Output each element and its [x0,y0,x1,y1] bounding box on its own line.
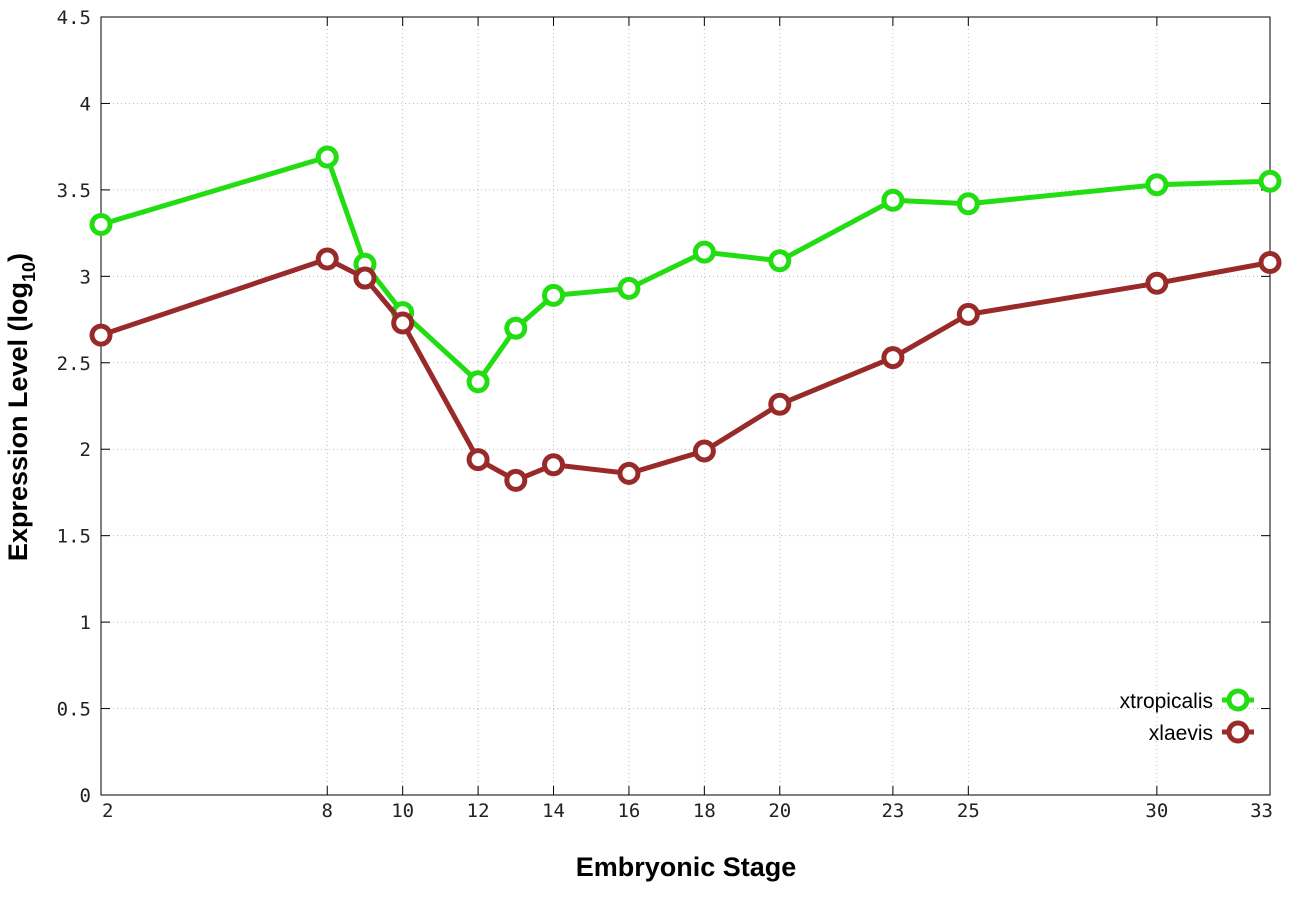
data-point-xtropicalis [1258,169,1282,193]
y-tick-label: 4.5 [57,7,91,29]
x-tick-label: 12 [467,800,490,822]
x-tick-label: 30 [1145,800,1168,822]
data-point-xtropicalis [956,192,980,216]
x-tick-label: 16 [617,800,640,822]
data-point-xlaevis [353,266,377,290]
legend-marker-xtropicalis [1226,688,1250,712]
data-point-xlaevis [1258,251,1282,275]
y-axis-title-main: Expression Level (log [3,282,33,561]
data-point-xlaevis [1145,271,1169,295]
y-axis-title-close: ) [3,253,33,262]
plot-frame [100,16,1271,796]
y-axis-title-subscript: 10 [19,262,39,282]
x-tick-label: 25 [957,800,980,822]
legend-marker-xlaevis [1226,720,1250,744]
y-tick-label: 3.5 [57,180,91,202]
data-point-xlaevis [881,346,905,370]
y-axis-title: Expression Level (log10) [3,253,39,561]
data-point-xtropicalis [617,276,641,300]
x-tick-label: 18 [693,800,716,822]
data-point-xlaevis [315,247,339,271]
series-layer [89,145,1282,492]
x-tick-label: 33 [1250,800,1273,822]
data-point-xlaevis [89,323,113,347]
x-tick-label: 8 [322,800,333,822]
x-tick-label: 14 [542,800,565,822]
y-tick-label: 4 [80,93,91,115]
data-point-xtropicalis [315,145,339,169]
data-point-xlaevis [542,453,566,477]
legend-label-xtropicalis: xtropicalis [1120,690,1213,713]
data-point-xlaevis [692,439,716,463]
data-point-xlaevis [504,468,528,492]
data-point-xtropicalis [1145,173,1169,197]
legend-label-xlaevis: xlaevis [1149,722,1213,745]
data-point-xlaevis [466,448,490,472]
y-tick-label: 2.5 [57,353,91,375]
data-point-xtropicalis [89,212,113,236]
data-point-xlaevis [768,392,792,416]
x-axis-title: Embryonic Stage [576,852,797,882]
grid-lines [101,17,1270,795]
data-point-xtropicalis [466,370,490,394]
legend: xtropicalis xlaevis [1120,688,1254,745]
y-tick-label: 2 [80,439,91,461]
series-xlaevis [89,247,1282,492]
data-point-xtropicalis [692,240,716,264]
data-point-xtropicalis [542,283,566,307]
y-tick-label: 1 [80,612,91,634]
tick-labels: 0 0.5 1 1.5 2 2.5 3 3.5 4 4.5 2 8 10 12 14 16 18 20 23 25 30… [57,7,1273,822]
y-tick-label: 0.5 [57,699,91,721]
x-tick-label: 20 [768,800,791,822]
x-tick-label: 23 [881,800,904,822]
y-tick-label: 3 [80,266,91,288]
x-tick-label: 10 [391,800,414,822]
x-tick-label: 2 [102,800,113,822]
axis-ticks [100,16,1271,796]
data-point-xtropicalis [881,188,905,212]
data-point-xtropicalis [504,316,528,340]
data-point-xlaevis [617,461,641,485]
data-point-xtropicalis [768,249,792,273]
data-point-xlaevis [391,311,415,335]
data-point-xlaevis [956,302,980,326]
y-tick-label: 0 [80,785,91,807]
y-tick-label: 1.5 [57,526,91,548]
